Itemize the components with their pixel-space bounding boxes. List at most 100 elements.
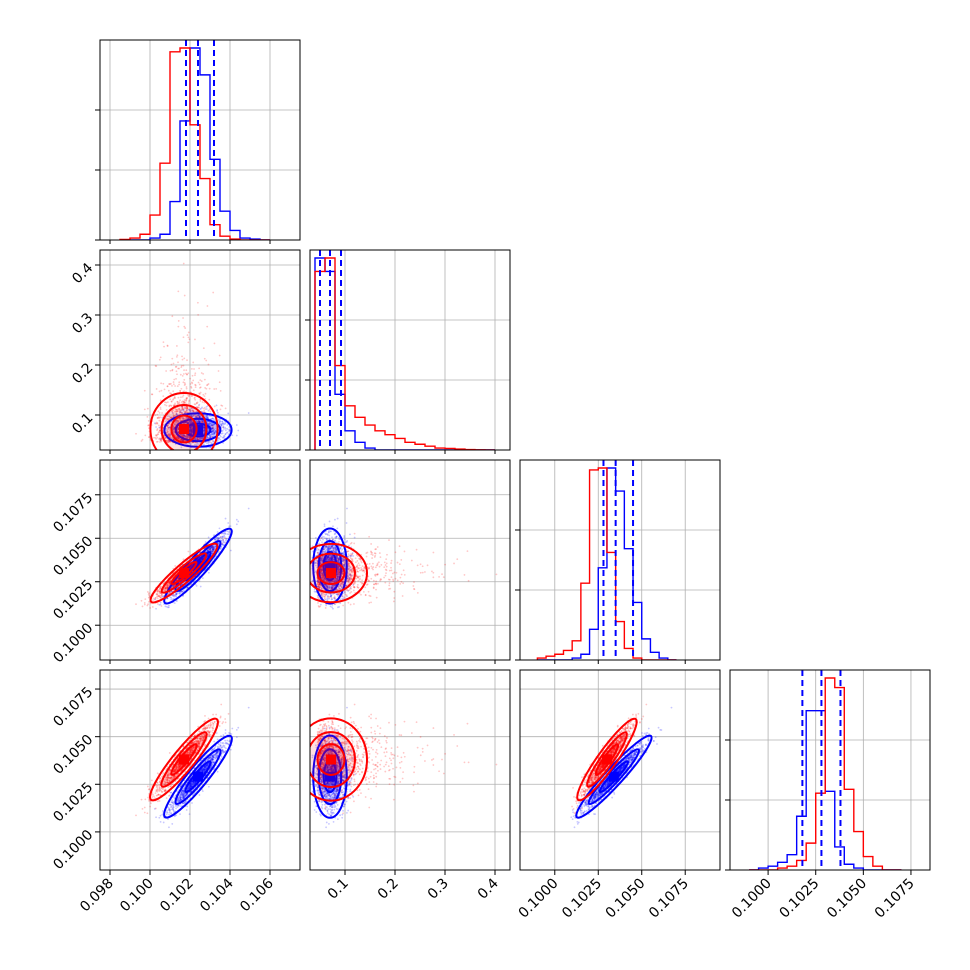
sample-point	[182, 439, 185, 442]
sample-point	[161, 416, 164, 419]
sample-point	[177, 437, 180, 439]
sample-point	[189, 432, 191, 434]
sample-point	[181, 395, 184, 398]
sample-point	[169, 404, 172, 407]
sample-point	[222, 436, 224, 439]
sample-point	[175, 421, 178, 424]
sample-point	[189, 429, 191, 432]
sample-point	[176, 401, 179, 403]
grid-lines	[100, 460, 300, 660]
sample-point	[195, 420, 198, 423]
sample-point	[160, 605, 163, 607]
sample-point	[213, 405, 216, 408]
sample-point	[210, 424, 213, 427]
sample-point	[175, 413, 177, 416]
sample-point	[158, 594, 160, 597]
sample-point	[172, 415, 175, 418]
sample-point	[167, 441, 170, 443]
sample-point	[194, 410, 197, 413]
sample-point	[155, 365, 158, 368]
sample-point	[188, 421, 191, 424]
sample-point	[153, 422, 156, 425]
sample-point	[235, 434, 238, 437]
sample-point	[166, 385, 169, 388]
sample-point	[190, 425, 192, 428]
sample-point	[197, 413, 200, 416]
sample-point	[203, 409, 206, 412]
sample-point	[198, 416, 201, 419]
sample-point	[173, 414, 176, 417]
sample-point	[190, 420, 193, 423]
sample-point	[184, 411, 187, 414]
sample-point	[159, 587, 162, 590]
sample-point	[172, 427, 175, 430]
sample-point	[199, 415, 202, 418]
sample-point	[176, 419, 179, 422]
sample-point	[168, 582, 171, 585]
sample-point	[216, 409, 219, 411]
sample-point	[156, 597, 159, 600]
sample-point	[174, 434, 177, 437]
sample-point	[211, 546, 213, 549]
sample-point	[183, 421, 186, 424]
sample-point	[200, 416, 203, 419]
sample-point	[193, 415, 195, 417]
histogram-panel-p0	[99, 39, 301, 241]
sample-point	[213, 431, 216, 434]
sample-point	[194, 437, 197, 440]
sample-point	[173, 433, 176, 436]
sample-point	[167, 606, 169, 609]
sample-point	[182, 434, 185, 437]
sample-point	[172, 431, 175, 434]
sample-point	[220, 435, 222, 438]
sample-point	[175, 413, 178, 415]
sample-point	[140, 599, 143, 602]
sample-point	[218, 421, 221, 424]
sample-point	[207, 553, 209, 556]
sample-point	[212, 423, 215, 426]
sample-point	[179, 373, 182, 376]
sample-point	[167, 439, 170, 442]
sample-point	[181, 439, 184, 441]
sample-point	[167, 428, 169, 431]
sample-point	[211, 424, 214, 427]
sample-point	[159, 601, 162, 604]
sample-point	[158, 437, 161, 440]
sample-point	[156, 413, 159, 416]
sample-point	[156, 590, 159, 593]
sample-point	[200, 437, 203, 440]
sample-point	[174, 565, 177, 567]
sample-point	[197, 381, 200, 384]
sample-point	[221, 420, 224, 423]
sample-point	[191, 428, 194, 430]
sample-point	[155, 438, 158, 440]
sample-point	[180, 590, 183, 593]
sample-point	[190, 431, 192, 434]
sample-point	[175, 377, 177, 380]
sample-point	[171, 590, 174, 593]
sample-point	[175, 408, 178, 411]
sample-point	[176, 410, 179, 413]
sample-point	[190, 428, 193, 431]
sample-point	[190, 428, 193, 431]
sample-point	[175, 436, 178, 439]
sample-point	[207, 553, 210, 556]
sample-point	[172, 383, 175, 386]
sample-point	[189, 428, 191, 431]
sample-point	[179, 419, 181, 422]
sample-point	[203, 378, 206, 381]
sample-point	[156, 603, 159, 605]
sample-point	[175, 413, 178, 416]
sample-point	[164, 401, 166, 404]
sample-point	[147, 424, 150, 427]
sample-point	[176, 408, 179, 411]
sample-point	[206, 384, 208, 387]
sample-point	[213, 388, 216, 390]
sample-point	[223, 434, 225, 437]
sample-point	[218, 421, 221, 423]
sample-point	[192, 410, 195, 413]
sample-point	[212, 440, 215, 443]
sample-point	[177, 420, 179, 422]
sample-point	[183, 401, 186, 404]
sample-point	[197, 414, 200, 417]
